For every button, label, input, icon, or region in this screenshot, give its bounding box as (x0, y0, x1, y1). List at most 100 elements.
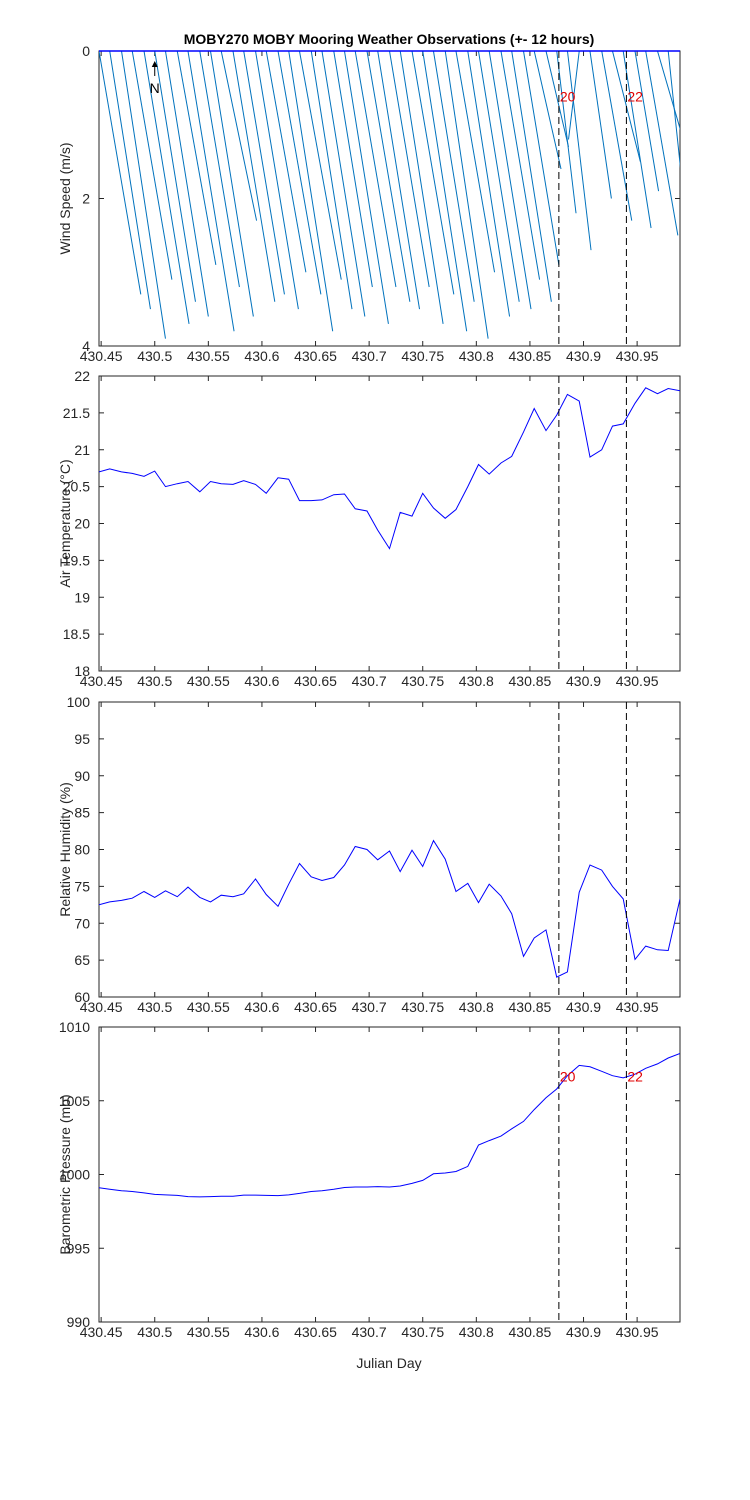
wind-vector (243, 51, 285, 295)
x-tick-label: 430.75 (401, 348, 444, 364)
x-tick-label: 430.95 (616, 673, 659, 689)
y-tick-label: 75 (74, 878, 90, 894)
wind-vector (209, 51, 254, 317)
x-tick-label: 430.9 (566, 673, 601, 689)
y-tick-label: 1000 (59, 1167, 90, 1183)
data-layer (99, 839, 680, 978)
series-line (99, 839, 680, 978)
wind-vector (310, 51, 353, 310)
y-axis-label: Air Temperature (°C) (57, 459, 73, 587)
x-tick-label: 430.75 (401, 673, 444, 689)
y-tick-label: 18 (74, 663, 90, 679)
wind-vector (411, 51, 455, 295)
y-tick-label: 80 (74, 842, 90, 858)
event-marker-label: 22 (627, 88, 643, 104)
wind-vector (343, 51, 389, 324)
wind-vector (199, 51, 240, 288)
x-tick-label: 430.6 (244, 348, 279, 364)
wind-vector (377, 51, 421, 310)
y-tick-label: 100 (67, 694, 91, 710)
wind-vector (298, 51, 342, 280)
x-tick-label: 430.7 (352, 999, 387, 1015)
x-tick-label: 430.85 (509, 999, 552, 1015)
wind-vector (556, 51, 577, 214)
wind-vector (143, 51, 190, 324)
x-tick-label: 430.5 (137, 348, 172, 364)
wind-vector (255, 51, 299, 310)
x-tick-label: 430.7 (352, 1324, 387, 1340)
x-tick-label: 430.8 (459, 673, 494, 689)
event-marker-label: 20 (560, 88, 576, 104)
x-tick-label: 430.95 (616, 1324, 659, 1340)
wind-vector (477, 51, 520, 302)
wind-vector (109, 51, 151, 310)
y-tick-label: 1010 (59, 1019, 90, 1035)
y-axis-label: Relative Humidity (%) (57, 782, 73, 917)
wind-vector (277, 51, 322, 295)
wind-vector (432, 51, 475, 302)
wind-vector (99, 51, 142, 295)
panel-2: 430.45 430.5 430.55 430.6 430.65 430.7 430.75 4… (57, 368, 681, 689)
x-tick-label: 430.7 (352, 673, 387, 689)
series-line (99, 387, 680, 550)
x-tick-label: 430.65 (294, 999, 337, 1015)
x-tick-label: 430.95 (616, 999, 659, 1015)
event-marker-label: 22 (627, 1069, 643, 1085)
wind-vector (500, 51, 541, 280)
wind-vector (511, 51, 552, 302)
y-tick-label: 20 (74, 516, 90, 532)
x-tick-label: 430.6 (244, 1324, 279, 1340)
y-tick-label: 19.5 (63, 552, 90, 568)
wind-vector (488, 51, 532, 310)
data-layer (99, 387, 680, 550)
x-tick-label: 430.5 (137, 1324, 172, 1340)
wind-vector (354, 51, 397, 288)
wind-vector (121, 51, 166, 339)
data-layer (99, 1053, 680, 1198)
wind-vector (176, 51, 217, 265)
x-tick-label: 430.75 (401, 1324, 444, 1340)
x-tick-label: 430.45 (80, 1324, 123, 1340)
y-tick-label: 95 (74, 731, 90, 747)
y-tick-label: 21 (74, 442, 90, 458)
wind-vector (566, 51, 592, 251)
wind-vector (657, 51, 680, 131)
x-tick-label: 430.5 (137, 673, 172, 689)
y-axis-label: Barometric Pressure (mb) (57, 1094, 73, 1254)
x-tick-label: 430.65 (294, 1324, 337, 1340)
wind-vector (422, 51, 468, 332)
axes-frame (98, 375, 681, 672)
x-tick-label: 430.6 (244, 999, 279, 1015)
panel-3: 430.45 430.5 430.55 430.6 430.65 430.7 430.75 4… (57, 694, 681, 1015)
wind-vector (131, 51, 173, 280)
wind-vector (622, 51, 652, 229)
x-tick-label: 430.65 (294, 673, 337, 689)
y-tick-label: 60 (74, 989, 90, 1005)
y-tick-label: 21.5 (63, 405, 90, 421)
wind-vector (545, 51, 570, 147)
wind-vector (288, 51, 334, 332)
panel-1: 430.45 430.5 430.55 430.6 430.65 430.7 430.75 4… (57, 43, 681, 364)
x-tick-label: 430.6 (244, 673, 279, 689)
wind-vector (523, 51, 560, 265)
axes-frame (98, 1026, 681, 1323)
x-tick-label: 430.45 (80, 999, 123, 1015)
y-tick-label: 85 (74, 805, 90, 821)
x-tick-label: 430.8 (459, 348, 494, 364)
x-tick-label: 430.85 (509, 1324, 552, 1340)
wind-vector (568, 51, 580, 140)
x-tick-label: 430.55 (187, 1324, 230, 1340)
wind-vector (164, 51, 209, 317)
wind-vector (645, 51, 679, 236)
wind-vector (467, 51, 511, 317)
wind-vector (366, 51, 411, 302)
y-tick-label: 19 (74, 589, 90, 605)
x-tick-label: 430.55 (187, 999, 230, 1015)
wind-vector (232, 51, 276, 302)
wind-vector (634, 51, 660, 192)
figure-title: MOBY270 MOBY Mooring Weather Observation… (184, 31, 595, 47)
x-tick-label: 430.7 (352, 348, 387, 364)
x-tick-label: 430.55 (187, 348, 230, 364)
wind-vector (589, 51, 612, 199)
